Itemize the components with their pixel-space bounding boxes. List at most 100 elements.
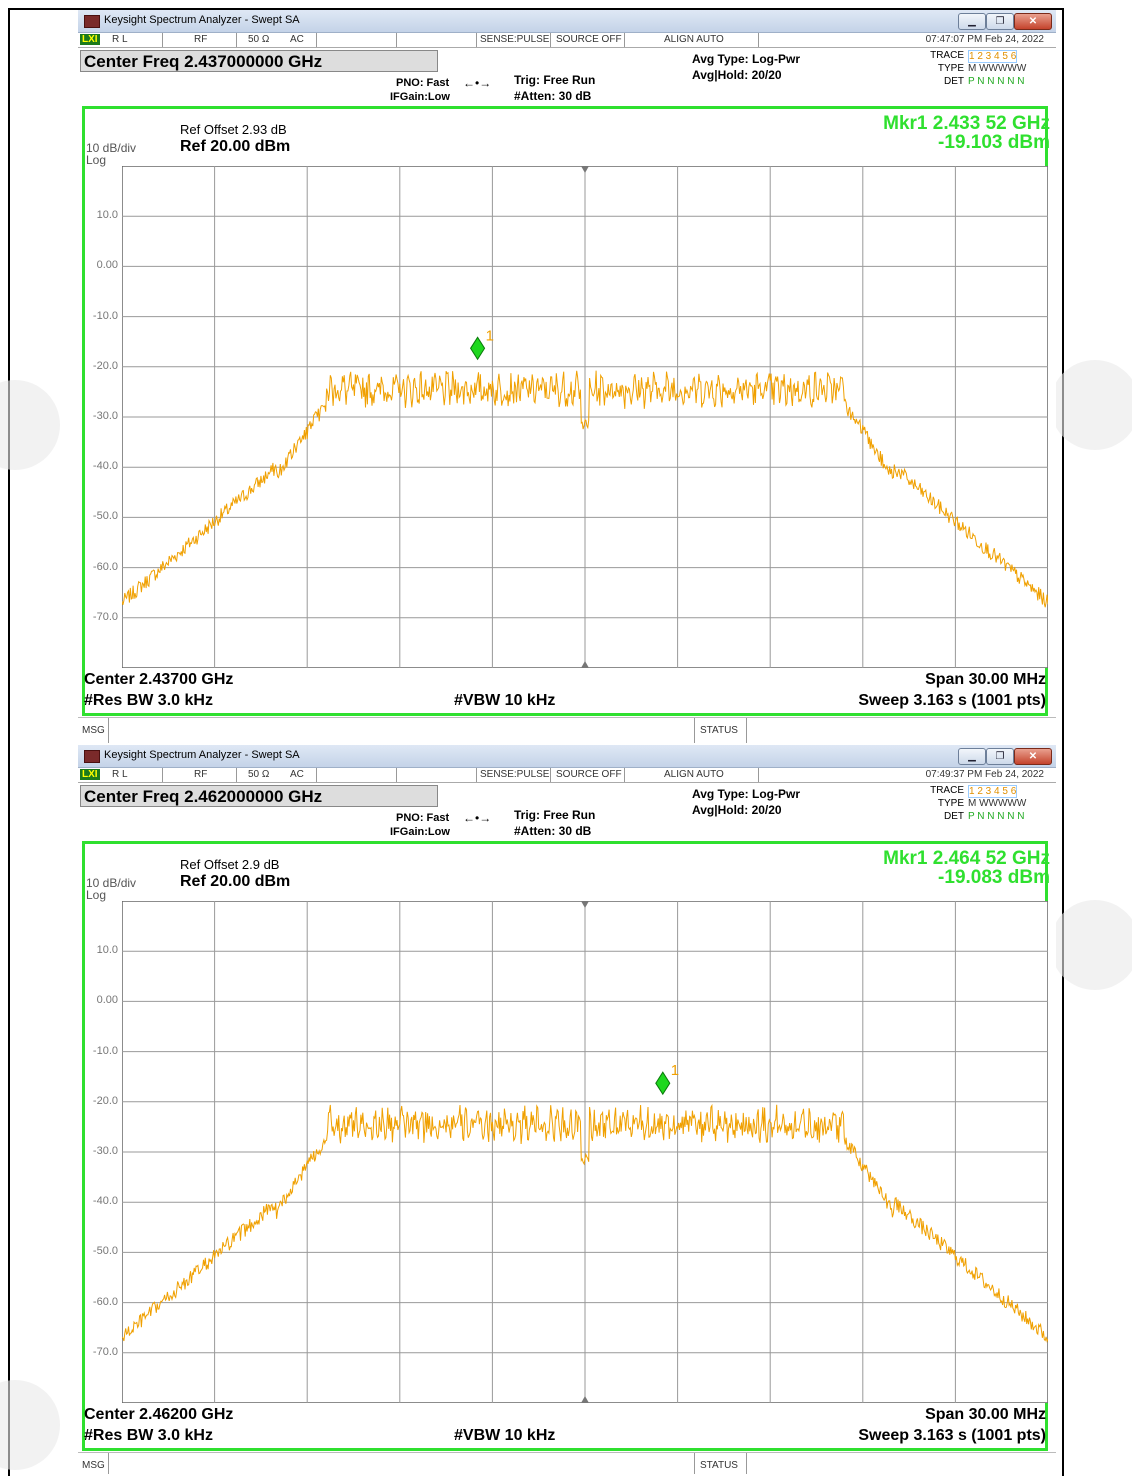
analyzer-window: Keysight Spectrum Analyzer - Swept SA ▁ … [78,10,1056,744]
status-impedance: 50 Ω [248,34,270,45]
status-coupling: AC [290,34,304,45]
spectrum-trace [122,1103,1048,1344]
pno-label: PNO: Fast [396,77,450,89]
y-tick-label: -30.0 [92,410,118,422]
watermark [1050,360,1132,450]
minimize-button[interactable]: ▁ [958,748,986,765]
y-tick-label: -20.0 [92,359,118,372]
scale-type: Log [86,153,107,167]
message-bar: MSG STATUS [78,717,1056,743]
avg-type-label: Avg Type: Log-Pwr [692,787,800,801]
det-label: DET [944,811,964,822]
det-values: P N N N N N [968,811,1025,822]
vbw-label: #VBW 10 kHz [454,692,556,709]
maximize-button[interactable]: ❐ [986,13,1014,30]
span-label: Span 30.00 MHz [925,1406,1046,1423]
status-align: ALIGN AUTO [664,34,724,45]
y-tick-label: -40.0 [92,460,118,473]
ref-level: Ref 20.00 dBm [180,873,291,890]
close-button[interactable]: ✕ [1014,748,1052,765]
msg-label: MSG [82,1460,105,1471]
pno-label: PNO: Fast [396,812,450,824]
mode-icon: LXI [80,769,100,780]
span-label: Span 30.00 MHz [925,671,1046,688]
status-rl: R L [112,34,128,45]
status-rf: RF [194,34,208,45]
marker-frequency: Mkr1 2.464 52 GHz [883,848,1050,869]
marker-1-label: 1 [671,1062,679,1079]
y-tick-label: 10.0 [96,944,118,957]
y-tick-label: -10.0 [92,309,118,322]
status-sense: SENSE:PULSE [480,769,550,780]
status-source: SOURCE OFF [556,769,622,780]
status-line: LXI R L RF 50 Ω AC SENSE:PULSE SOURCE OF… [78,768,1056,783]
ref-offset: Ref Offset 2.9 dB [180,857,280,872]
marker-1-diamond [655,1071,671,1096]
type-values: M WWWWW [968,63,1027,74]
atten-label: #Atten: 30 dB [514,89,592,103]
status-label: STATUS [700,1460,738,1471]
y-tick-label: -40.0 [92,1195,118,1208]
avg-hold-label: Avg|Hold: 20/20 [692,68,782,82]
rbw-label: #Res BW 3.0 kHz [84,692,213,709]
y-tick-label: -50.0 [92,510,118,523]
status-rf: RF [194,769,208,780]
status-sense: SENSE:PULSE [480,34,550,45]
type-label: TYPE [937,63,964,74]
center-frequency-label: Center 2.46200 GHz [84,1406,234,1423]
rbw-label: #Res BW 3.0 kHz [84,1427,213,1444]
y-tick-label: 10.0 [96,209,118,222]
marker-amplitude: -19.103 dBm [938,132,1050,153]
minimize-button[interactable]: ▁ [958,13,986,30]
status-coupling: AC [290,769,304,780]
type-values: M WWWWW [968,798,1027,809]
title-bar: Keysight Spectrum Analyzer - Swept SA ▁ … [78,745,1056,768]
status-rl: R L [112,769,128,780]
ifgain-label: IFGain:Low [390,826,450,838]
close-button[interactable]: ✕ [1014,13,1052,30]
status-line: LXI R L RF 50 Ω AC SENSE:PULSE SOURCE OF… [78,33,1056,48]
y-tick-label: -20.0 [92,1094,118,1107]
center-freq-field[interactable]: Center Freq 2.437000000 GHz [80,50,438,72]
mode-icon: LXI [80,34,100,45]
status-impedance: 50 Ω [248,769,270,780]
y-tick-label: -60.0 [92,560,118,573]
app-icon [84,15,100,28]
spectrum-trace [122,370,1048,608]
watermark [1050,900,1132,990]
center-tick-marker [581,1396,589,1403]
center-frequency-label: Center 2.43700 GHz [84,671,234,688]
trigger-label: Trig: Free Run [514,808,596,822]
maximize-button[interactable]: ❐ [986,748,1014,765]
sweep-label: Sweep 3.163 s (1001 pts) [858,1427,1046,1444]
y-tick-label: -70.0 [92,610,118,623]
spectrum-graticule: 1 [122,166,1048,668]
trace-label: TRACE [930,785,964,796]
title-bar: Keysight Spectrum Analyzer - Swept SA ▁ … [78,10,1056,33]
app-icon [84,750,100,763]
center-tick-marker [581,661,589,668]
y-tick-label: -10.0 [92,1044,118,1057]
analyzer-window: Keysight Spectrum Analyzer - Swept SA ▁ … [78,745,1056,1474]
marker-frequency: Mkr1 2.433 52 GHz [883,113,1050,134]
trigger-arrow-icon: ←•→ [463,811,492,825]
window-title: Keysight Spectrum Analyzer - Swept SA [104,14,300,26]
center-tick-marker [581,901,589,908]
avg-hold-label: Avg|Hold: 20/20 [692,803,782,817]
center-tick-marker [581,166,589,173]
scale-per-div: 10 dB/div [86,876,137,890]
y-tick-label: -60.0 [92,1295,118,1308]
ref-offset: Ref Offset 2.93 dB [180,122,287,137]
det-values: P N N N N N [968,76,1025,87]
center-freq-field[interactable]: Center Freq 2.462000000 GHz [80,785,438,807]
message-bar: MSG STATUS [78,1452,1056,1474]
trigger-label: Trig: Free Run [514,73,596,87]
trace-numbers: 1 2 3 4 5 6 [968,50,1018,63]
y-tick-label: -30.0 [92,1145,118,1157]
vbw-label: #VBW 10 kHz [454,1427,556,1444]
avg-type-label: Avg Type: Log-Pwr [692,52,800,66]
trace-numbers: 1 2 3 4 5 6 [968,785,1018,798]
status-align: ALIGN AUTO [664,769,724,780]
y-tick-label: -70.0 [92,1345,118,1358]
sweep-label: Sweep 3.163 s (1001 pts) [858,692,1046,709]
